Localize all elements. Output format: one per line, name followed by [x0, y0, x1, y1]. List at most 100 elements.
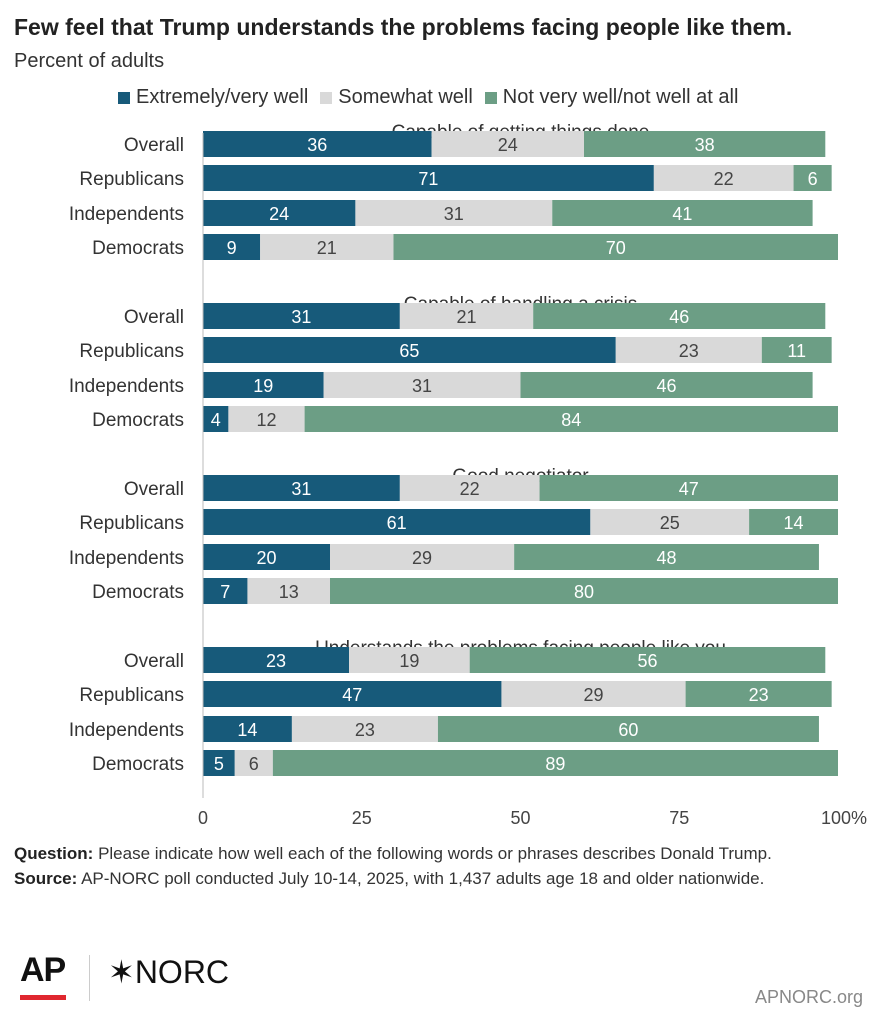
data-label: 5	[214, 754, 224, 774]
bar-segment	[260, 234, 394, 260]
data-label: 56	[637, 651, 657, 671]
question-label: Question:	[14, 844, 94, 863]
bar-segment	[761, 337, 832, 363]
legend-swatch	[484, 91, 497, 104]
question-text: Please indicate how well each of the fol…	[93, 844, 772, 863]
bar-segment	[330, 578, 838, 604]
bar-segment	[330, 544, 515, 570]
bar-segment	[291, 716, 438, 742]
bar-segment	[203, 509, 591, 535]
data-label: 11	[787, 341, 806, 361]
bar-segment	[501, 681, 686, 707]
data-label: 25	[660, 513, 680, 533]
data-label: 9	[227, 238, 237, 258]
bar-segment	[203, 337, 616, 363]
data-label: 60	[618, 720, 638, 740]
bar-segment	[228, 406, 305, 432]
bar-segment	[793, 165, 832, 191]
source-label: Source:	[14, 869, 78, 888]
bar-segment	[203, 406, 229, 432]
data-label: 61	[387, 513, 407, 533]
data-label: 6	[808, 169, 818, 189]
bar-segment	[234, 750, 273, 776]
chart-title: Few feel that Trump understands the prob…	[14, 14, 793, 40]
bar-segment	[533, 303, 826, 329]
bar-segment	[615, 337, 762, 363]
data-label: 29	[584, 685, 604, 705]
data-label: 38	[695, 135, 715, 155]
row-label: Overall	[124, 135, 184, 156]
bar-segment	[590, 509, 750, 535]
data-label: 23	[355, 720, 375, 740]
data-label: 47	[342, 685, 362, 705]
ap-logo: AP	[20, 951, 66, 989]
bar-segment	[749, 509, 838, 535]
row-label: Democrats	[92, 238, 184, 259]
chart-subtitle: Percent of adults	[14, 50, 165, 72]
bar-segment	[203, 544, 330, 570]
data-label: 47	[679, 479, 699, 499]
norc-logo: ✶NORC	[108, 954, 230, 990]
stacked-bar-chart: Capable of getting things doneOverall362…	[69, 122, 867, 828]
bar-segment	[399, 303, 534, 329]
data-label: 23	[749, 685, 769, 705]
row-label: Independents	[69, 376, 184, 397]
legend-swatch	[118, 91, 130, 104]
x-tick-label: 75	[669, 808, 689, 828]
row-label: Overall	[124, 307, 184, 328]
data-label: 71	[418, 169, 438, 189]
x-tick-label: 25	[352, 808, 372, 828]
bar-segment	[203, 372, 324, 398]
data-label: 41	[672, 204, 692, 224]
data-label: 23	[679, 341, 699, 361]
bar-segment	[304, 406, 839, 432]
bar-segment	[203, 165, 654, 191]
row-label: Overall	[124, 651, 184, 672]
bar-segment	[272, 750, 839, 776]
data-label: 46	[657, 376, 677, 396]
data-label: 80	[574, 582, 594, 602]
data-label: 89	[545, 754, 565, 774]
data-label: 13	[279, 582, 299, 602]
legend-item-not-well: Not very well/not well at all	[484, 86, 739, 109]
data-label: 21	[457, 307, 477, 327]
logo-divider	[89, 955, 90, 1001]
row-label: Independents	[69, 204, 184, 225]
bar-segment	[685, 681, 832, 707]
bar-segment	[203, 475, 400, 501]
bar-segment	[514, 544, 819, 570]
row-label: Republicans	[79, 169, 184, 190]
legend-item-extremely-very-well: Extremely/very well	[118, 86, 308, 109]
bar-segment	[203, 234, 261, 260]
data-label: 46	[669, 307, 689, 327]
data-label: 12	[256, 410, 276, 430]
bar-segment	[203, 578, 248, 604]
site-url: APNORC.org	[754, 987, 863, 1007]
data-label: 21	[317, 238, 337, 258]
data-label: 20	[256, 548, 276, 568]
row-label: Overall	[124, 479, 184, 500]
data-label: 7	[220, 582, 230, 602]
legend-label: Not very well/not well at all	[502, 86, 739, 108]
row-label: Democrats	[92, 410, 184, 431]
legend-label: Somewhat well	[338, 86, 473, 108]
bar-segment	[399, 475, 540, 501]
row-label: Independents	[69, 720, 184, 741]
data-label: 36	[307, 135, 327, 155]
bar-segment	[349, 647, 470, 673]
bar-segment	[520, 372, 813, 398]
bar-segment	[203, 647, 350, 673]
row-label: Democrats	[92, 754, 184, 775]
data-label: 31	[291, 479, 311, 499]
bar-segment	[203, 681, 502, 707]
legend-item-somewhat-well: Somewhat well	[320, 86, 473, 109]
data-label: 70	[606, 238, 626, 258]
bar-segment	[653, 165, 794, 191]
data-label: 84	[561, 410, 581, 430]
data-label: 14	[237, 720, 257, 740]
bar-segment	[355, 200, 553, 226]
row-label: Republicans	[79, 341, 184, 362]
bar-segment	[203, 200, 356, 226]
data-label: 22	[460, 479, 480, 499]
source-note: Source: AP-NORC poll conducted July 10-1…	[14, 868, 864, 890]
